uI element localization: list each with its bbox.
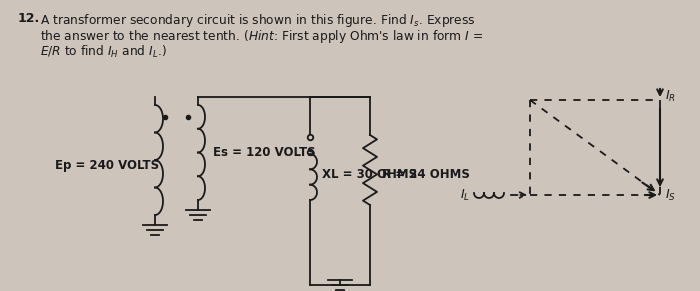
Text: Es = 120 VOLTS: Es = 120 VOLTS [213,146,316,159]
Text: A transformer secondary circuit is shown in this figure. Find $I_s$. Express: A transformer secondary circuit is shown… [40,12,476,29]
Text: $I_R$: $I_R$ [665,88,676,104]
Text: 12.: 12. [18,12,41,25]
Text: Ep = 240 VOLTS: Ep = 240 VOLTS [55,159,159,171]
Text: XL = 30 OHMS: XL = 30 OHMS [322,168,417,182]
Text: the answer to the nearest tenth. ($\it{Hint}$: First apply Ohm's law in form $I$: the answer to the nearest tenth. ($\it{H… [40,28,483,45]
Text: R = 24 OHMS: R = 24 OHMS [382,168,470,182]
Text: $E/R$ to find $I_H$ and $I_L$.): $E/R$ to find $I_H$ and $I_L$.) [40,44,167,60]
Text: $I_L$: $I_L$ [460,187,470,203]
Text: $I_S$: $I_S$ [665,187,676,203]
